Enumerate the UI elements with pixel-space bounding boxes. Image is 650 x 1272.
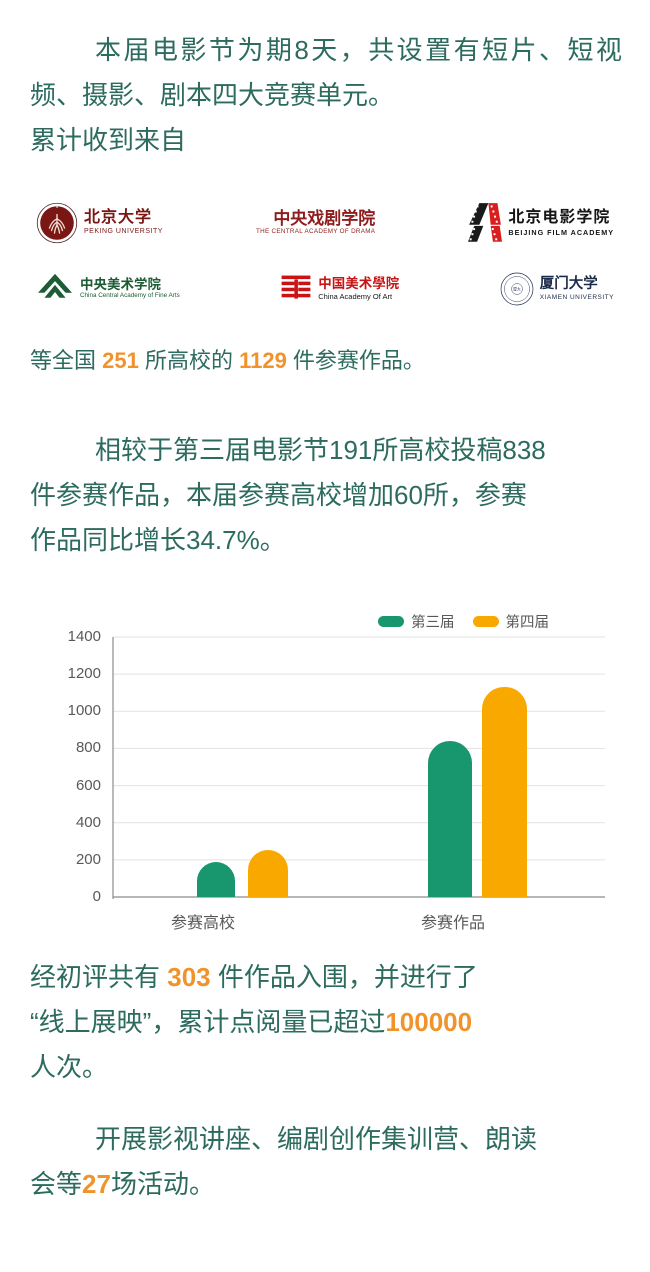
svg-text:厦大: 厦大 — [513, 286, 521, 291]
